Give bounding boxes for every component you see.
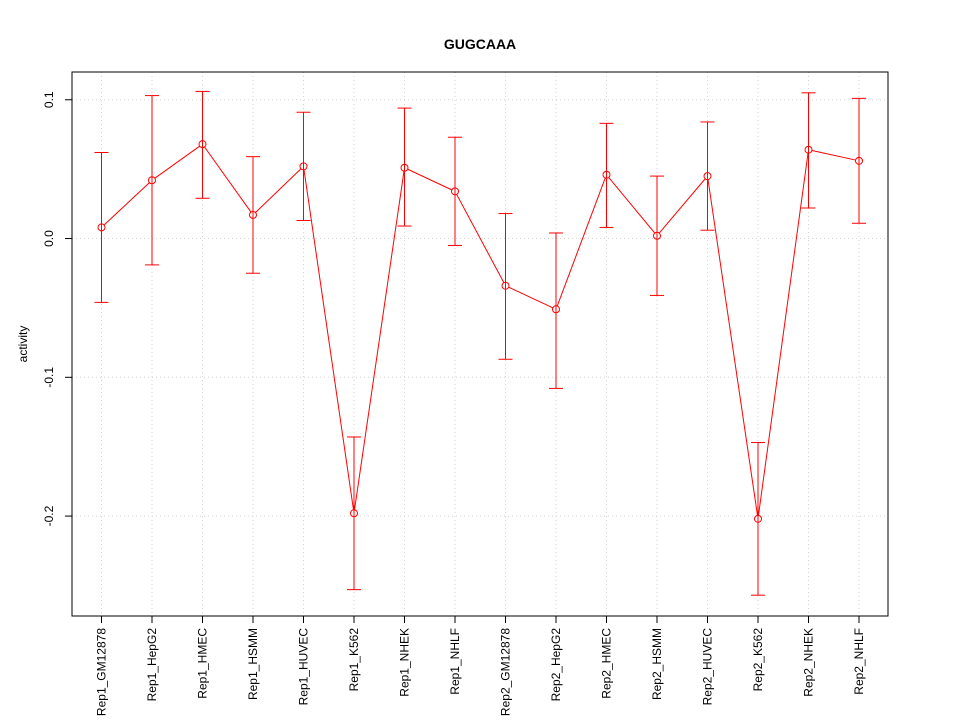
x-tick-label: Rep1_GM12878	[95, 628, 109, 716]
data-point	[350, 509, 358, 518]
y-axis: 0.1 0.0 -0.1 -0.2	[42, 91, 72, 526]
series-line-segment	[811, 149, 856, 161]
chart-title: GUGCAAA	[444, 36, 516, 52]
error-bar	[599, 122, 614, 228]
plot-frame	[71, 71, 889, 617]
series-line-segment	[255, 168, 302, 213]
data-point	[451, 187, 459, 196]
data-point	[703, 172, 712, 181]
data-point	[602, 170, 611, 179]
error-bar	[700, 121, 715, 231]
x-tick-label: Rep2_HSMM	[650, 628, 664, 700]
y-tick-label: -0.2	[42, 505, 56, 526]
error-bar	[145, 95, 159, 266]
x-tick-label: Rep1_HSMM	[246, 628, 260, 700]
data-point	[804, 145, 813, 154]
series-line-segment	[354, 171, 405, 510]
series-line-segment	[154, 145, 200, 179]
grid	[72, 72, 888, 616]
series-line-segment	[456, 194, 505, 283]
data-point	[148, 176, 156, 185]
error-bar	[397, 107, 412, 227]
error-bar	[347, 436, 361, 591]
x-tick-label: Rep2_NHLF	[852, 628, 866, 695]
x-tick-label: Rep2_NHEK	[802, 628, 816, 697]
error-bar	[801, 92, 816, 209]
error-bar	[498, 213, 513, 360]
error-bar	[650, 175, 664, 296]
data-point	[299, 162, 308, 171]
x-tick-label: Rep1_NHEK	[398, 628, 412, 697]
error-bar	[195, 90, 210, 199]
y-tick-label: 0.1	[42, 91, 56, 108]
series-line-segment	[707, 179, 758, 516]
series-line-segment	[556, 177, 606, 307]
data-point	[97, 223, 106, 232]
x-tick-label: Rep2_GM12878	[499, 628, 513, 716]
error-bar	[751, 442, 765, 596]
data-point	[249, 210, 257, 219]
error-bar	[296, 111, 311, 221]
x-tick-label: Rep1_HepG2	[145, 628, 159, 702]
x-tick-label: Rep1_NHLF	[448, 628, 462, 695]
series-line-segment	[103, 182, 150, 226]
series-line-segment	[407, 168, 453, 191]
error-bar	[852, 97, 866, 224]
data-point	[552, 305, 560, 314]
series-layer	[94, 90, 866, 596]
error-bar	[549, 232, 563, 389]
series-line-segment	[658, 178, 706, 234]
error-bar	[448, 136, 462, 246]
data-point	[855, 156, 863, 165]
x-axis: Rep1_GM12878 Rep1_HepG2 Rep1_HMEC Rep1_HSMM…	[95, 616, 866, 716]
x-tick-label: Rep2_HMEC	[600, 628, 614, 699]
x-tick-label: Rep1_K562	[347, 628, 361, 692]
error-bar	[94, 151, 109, 303]
data-point	[400, 163, 409, 172]
y-tick-label: -0.1	[42, 367, 56, 388]
x-tick-label: Rep2_K562	[751, 628, 765, 692]
series-line-segment	[204, 146, 252, 213]
series-line-segment	[303, 169, 354, 510]
data-point	[501, 281, 510, 290]
series-line-segment	[508, 286, 554, 309]
series-line-segment	[608, 177, 656, 234]
data-point	[653, 231, 661, 240]
x-tick-label: Rep1_HMEC	[196, 628, 210, 699]
series-line-segment	[757, 153, 809, 516]
x-tick-label: Rep1_HUVEC	[297, 628, 311, 706]
error-bar	[246, 156, 260, 274]
data-point	[198, 140, 207, 149]
data-point	[754, 514, 762, 523]
y-axis-label: activity	[16, 326, 30, 363]
x-tick-label: Rep2_HepG2	[549, 628, 563, 702]
x-tick-label: Rep2_HUVEC	[701, 628, 715, 706]
y-tick-label: 0.0	[42, 230, 56, 247]
